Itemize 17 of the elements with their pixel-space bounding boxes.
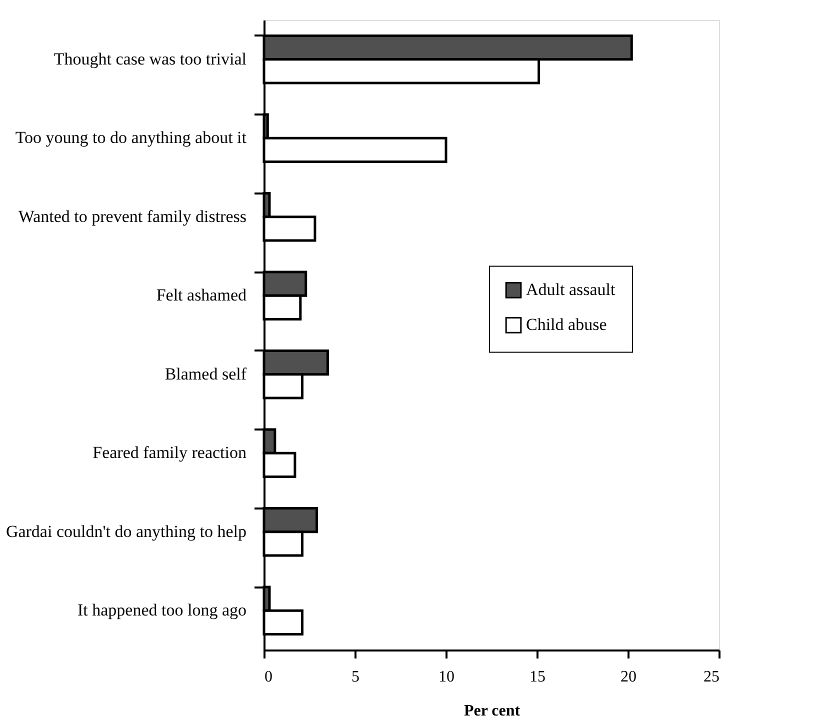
y-tick-label: Gardai couldn't do anything to help bbox=[6, 522, 246, 541]
x-tick-label: 20 bbox=[620, 668, 636, 686]
x-axis-title: Per cent bbox=[464, 702, 521, 720]
x-tick-label: 25 bbox=[704, 668, 720, 686]
x-tick-label: 15 bbox=[530, 668, 546, 686]
x-tick-label: 5 bbox=[352, 668, 360, 686]
legend-label: Child abuse bbox=[526, 315, 607, 334]
x-tick-label: 0 bbox=[264, 668, 272, 686]
y-tick-label: Too young to do anything about it bbox=[15, 128, 247, 148]
y-tick-label: Thought case was too trivial bbox=[54, 49, 247, 68]
y-tick-label: Blamed self bbox=[164, 364, 247, 384]
x-tick-label: 10 bbox=[438, 668, 454, 686]
y-tick-label: Felt ashamed bbox=[156, 286, 247, 305]
y-tick-label: It happened too long ago bbox=[77, 600, 246, 620]
y-tick-label: Feared family reaction bbox=[92, 443, 247, 462]
y-tick-label: Wanted to prevent family distress bbox=[18, 206, 246, 226]
legend-label: Adult assault bbox=[526, 280, 616, 300]
